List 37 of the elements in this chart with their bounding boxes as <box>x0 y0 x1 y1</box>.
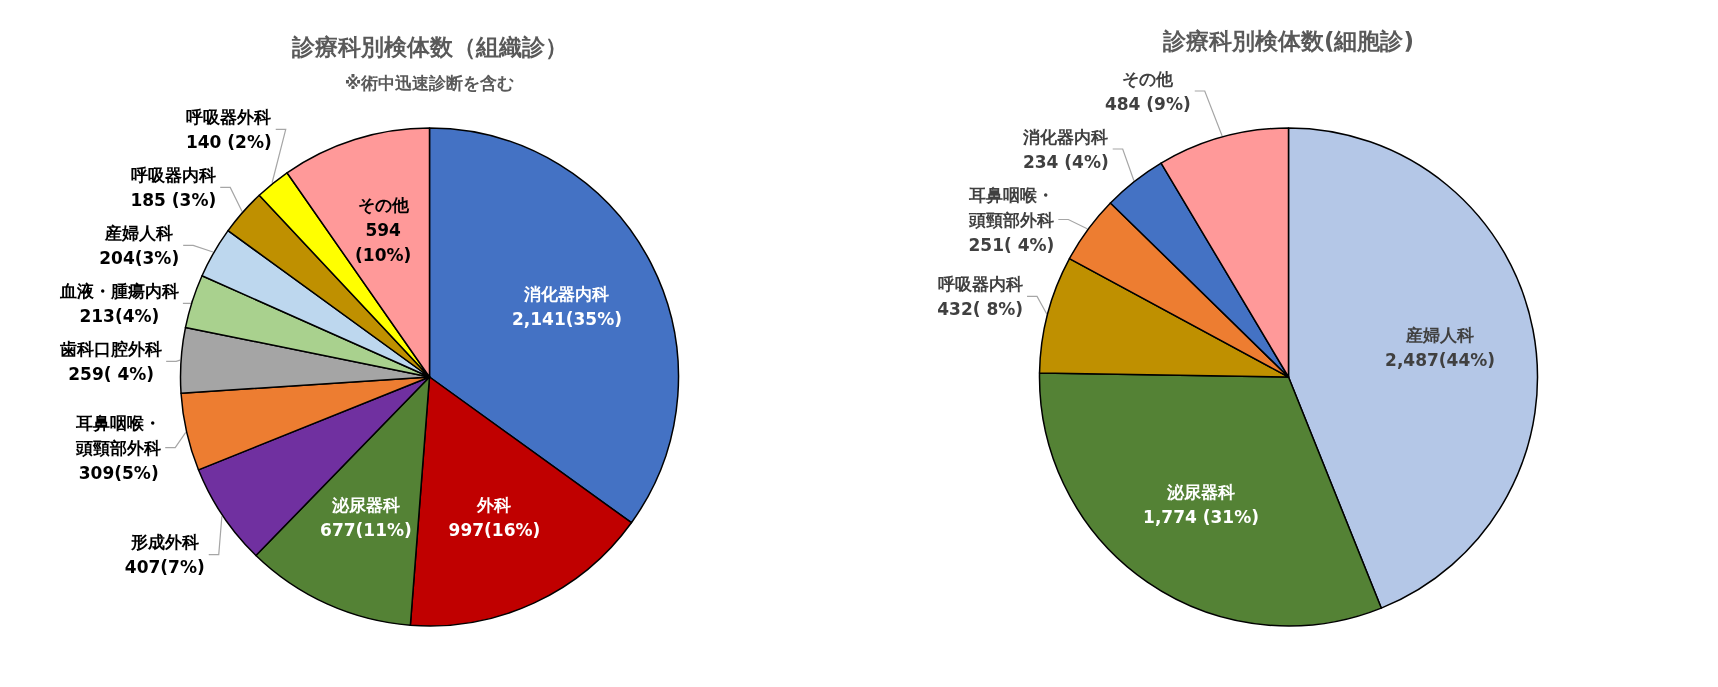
slice-label: 消化器内科 <box>1022 126 1109 147</box>
data-label: 2,487(44%) <box>1385 350 1496 371</box>
data-label: 185 (3%) <box>130 189 217 210</box>
slice-label: 形成外科 <box>129 532 199 553</box>
chart-title: 診療科別検体数（組織診） <box>290 33 568 60</box>
slice-label: 呼吸器外科 <box>186 106 272 127</box>
slice-label: 呼吸器内科 <box>937 273 1023 294</box>
slice-label: その他 <box>1122 68 1175 89</box>
slice-label: 泌尿器科 <box>1166 481 1235 502</box>
data-label: 484 (9%) <box>1104 93 1191 114</box>
slice-label: 耳鼻咽喉・頭頸部外科 <box>75 412 162 458</box>
chart-subtitle: ※術中迅速診断を含む <box>344 72 515 93</box>
slice-label: 血液・腫瘍内科 <box>58 280 179 301</box>
data-label: 259( 4%) <box>68 363 155 384</box>
slice-label: その他 <box>357 194 410 215</box>
data-label: 213(4%) <box>79 305 160 326</box>
slice-label: 呼吸器内科 <box>130 164 216 185</box>
data-label: 234 (4%) <box>1022 151 1109 172</box>
slice-label: 歯科口腔外科 <box>59 338 163 359</box>
slice-label: 産婦人科 <box>1405 325 1475 346</box>
data-label: 407(7%) <box>124 557 205 578</box>
data-label: 432( 8%) <box>937 298 1024 319</box>
data-label: 2,141(35%) <box>511 309 622 330</box>
chart-title: 診療科別検体数(細胞診) <box>1161 27 1415 54</box>
data-label: 997(16%) <box>448 519 541 540</box>
slice-label: 消化器内科 <box>523 284 610 305</box>
data-label: 204(3%) <box>99 247 180 268</box>
data-label: 594 (10%) <box>355 219 412 265</box>
slice-label: 泌尿器科 <box>330 495 400 516</box>
slice-label: 耳鼻咽喉・頭頸部外科 <box>967 184 1054 230</box>
data-label: 140 (2%) <box>185 131 272 152</box>
slice-label: 外科 <box>476 494 512 515</box>
data-label: 1,774 (31%) <box>1143 506 1259 527</box>
data-label: 251( 4%) <box>968 234 1055 255</box>
slice-label: 産婦人科 <box>104 222 174 243</box>
data-label: 309(5%) <box>78 462 159 483</box>
data-label: 677(11%) <box>320 520 412 541</box>
